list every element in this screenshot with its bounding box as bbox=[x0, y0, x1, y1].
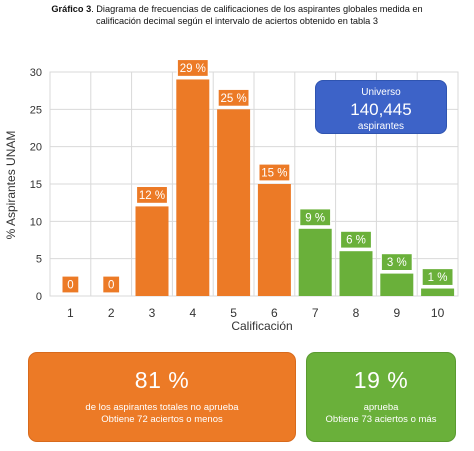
y-axis-label: % Aspirantes UNAM bbox=[4, 131, 18, 240]
universe-box: Universo 140,445 aspirantes bbox=[315, 80, 447, 134]
x-tick-7: 7 bbox=[312, 306, 319, 320]
x-axis-label: Calificación bbox=[231, 319, 292, 333]
pass-percent: 19 % bbox=[353, 367, 409, 393]
y-tick-30: 30 bbox=[30, 67, 42, 79]
fail-line2: Obtiene 72 aciertos o menos bbox=[101, 414, 223, 425]
chart-title-line2: calificación decimal según el intervalo … bbox=[96, 15, 378, 26]
fail-summary-box: 81 % de los aspirantes totales no aprueb… bbox=[28, 352, 296, 442]
data-label-5: 25 % bbox=[220, 93, 246, 105]
bar-10 bbox=[421, 288, 455, 296]
x-tick-5: 5 bbox=[230, 306, 237, 320]
bar-8 bbox=[339, 251, 373, 296]
bars: 0 0 12 % 29 % 25 % 15 % 9 % 6 % 3 % 1 % bbox=[61, 58, 455, 296]
pass-line2: Obtiene 73 aciertos o más bbox=[325, 414, 437, 425]
x-tick-10: 10 bbox=[431, 306, 445, 320]
data-label-4: 29 % bbox=[180, 63, 206, 75]
chart-title-text: . Diagrama de frecuencias de calificacio… bbox=[91, 4, 423, 14]
data-label-6: 15 % bbox=[261, 168, 287, 180]
fail-percent: 81 % bbox=[134, 367, 190, 393]
fail-line1: de los aspirantes totales no aprueba bbox=[85, 402, 239, 413]
data-label-box-10 bbox=[421, 267, 454, 287]
data-label-3: 12 % bbox=[139, 190, 165, 202]
data-label-2: 0 bbox=[108, 280, 114, 292]
y-tick-15: 15 bbox=[30, 179, 42, 191]
x-tick-3: 3 bbox=[149, 306, 156, 320]
bar-6 bbox=[257, 184, 291, 296]
bar-5 bbox=[217, 109, 251, 296]
x-tick-labels: 1 2 3 4 5 6 7 8 9 10 bbox=[67, 306, 445, 320]
x-tick-8: 8 bbox=[353, 306, 360, 320]
data-label-10: 1 % bbox=[428, 272, 448, 284]
x-tick-6: 6 bbox=[271, 306, 278, 320]
bar-4 bbox=[176, 79, 210, 296]
x-tick-9: 9 bbox=[393, 306, 400, 320]
universe-label: Universo bbox=[361, 87, 401, 98]
data-label-box-4 bbox=[176, 58, 209, 78]
chart-title: Gráfico 3. Diagrama de frecuencias de ca… bbox=[0, 4, 474, 27]
y-tick-0: 0 bbox=[36, 291, 42, 303]
data-label-9: 3 % bbox=[387, 257, 407, 269]
data-label-box-9 bbox=[380, 253, 413, 272]
pass-summary-box: 19 % aprueba Obtiene 73 aciertos o más bbox=[306, 352, 456, 442]
data-label-box-5 bbox=[217, 88, 250, 107]
x-tick-4: 4 bbox=[189, 306, 196, 320]
data-label-box-2 bbox=[102, 275, 121, 294]
y-tick-20: 20 bbox=[30, 142, 42, 154]
y-tick-5: 5 bbox=[36, 254, 42, 266]
y-tick-labels: 0 5 10 15 20 25 30 bbox=[30, 67, 42, 303]
data-label-box-1 bbox=[61, 275, 80, 294]
universe-value: 140,445 bbox=[350, 100, 412, 119]
x-tick-1: 1 bbox=[67, 306, 74, 320]
data-label-box-6 bbox=[258, 163, 291, 182]
data-label-8: 6 % bbox=[346, 235, 366, 247]
y-tick-10: 10 bbox=[30, 216, 42, 228]
x-tick-2: 2 bbox=[108, 306, 115, 320]
data-label-box-3 bbox=[135, 185, 169, 204]
universe-unit: aspirantes bbox=[357, 121, 405, 132]
bar-7 bbox=[298, 228, 332, 296]
data-label-box-7 bbox=[299, 208, 332, 227]
y-tick-25: 25 bbox=[30, 104, 42, 116]
pass-line1: aprueba bbox=[363, 402, 399, 413]
bar-9 bbox=[380, 273, 414, 296]
data-label-7: 9 % bbox=[305, 212, 325, 224]
bar-3 bbox=[135, 206, 169, 296]
data-label-1: 0 bbox=[67, 280, 73, 292]
data-label-box-8 bbox=[339, 230, 373, 249]
chart-title-bold: Gráfico 3 bbox=[51, 4, 92, 14]
